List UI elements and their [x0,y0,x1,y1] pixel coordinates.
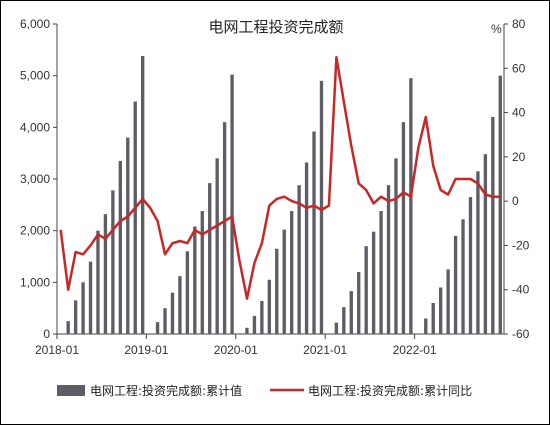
bar [438,287,443,334]
bar [81,282,85,334]
x-tick-label: 2019-01 [124,343,168,357]
bar [461,219,465,334]
bar [103,214,108,334]
bar [260,300,264,334]
bar [282,229,286,334]
bar [133,101,137,334]
bar [357,272,361,334]
bar [483,154,488,334]
bar [111,190,115,334]
bar [155,322,160,334]
y-tick-label-left: 4,000 [20,120,50,134]
y2-unit-label: % [491,22,502,36]
bar [401,122,406,335]
legend-line-label: 电网工程:投资完成额:累计同比 [308,383,472,398]
bar [275,248,279,334]
y-tick-label-right: 0 [512,194,519,208]
y-tick-label-right: 60 [512,61,526,75]
bar [386,185,391,334]
bar [319,80,324,334]
bar [96,230,100,334]
bar [394,158,398,334]
bar [349,291,353,334]
legend-bar-label: 电网工程:投资完成额:累计值 [90,383,242,398]
bar [446,269,450,334]
bar [453,235,458,334]
bar [66,321,70,334]
bar [304,162,309,334]
legend-bar-swatch [57,385,85,396]
bar [140,56,145,335]
bar [170,292,175,334]
bar [371,231,376,334]
bar [312,131,316,334]
y-tick-label-left: 6,000 [20,17,50,31]
y-tick-label-left: 0 [43,327,50,341]
bar [252,315,257,334]
bar [88,261,93,334]
y-tick-label-left: 5,000 [20,69,50,83]
bar [468,197,473,334]
bar [342,307,346,334]
x-tick-label: 2018-01 [35,343,79,357]
plot-area: 0 1,000 2,000 3,000 4,000 5,000 6,000 -60 -40 -20… [20,17,530,357]
bar [215,158,219,334]
y-tick-label-right: 20 [512,150,526,164]
bar [289,211,294,334]
bar [126,137,130,334]
bar [409,78,413,334]
bar [379,211,383,334]
bar [297,185,301,334]
bar [118,160,123,334]
y-tick-label-left: 3,000 [20,172,50,186]
x-tick-label: 2021-01 [303,343,347,357]
bar [431,303,435,334]
y-tick-label-right: 40 [512,106,526,120]
bar [178,276,182,334]
x-tick-label: 2022-01 [393,343,437,357]
y-tick-label-right: -60 [512,327,530,341]
bar [185,251,190,334]
y-tick-label-right: 80 [512,17,526,31]
bar [245,327,249,334]
x-tick-label: 2020-01 [214,343,258,357]
bar [208,183,212,334]
legend: 电网工程:投资完成额:累计值 电网工程:投资完成额:累计同比 [57,383,472,398]
bar [193,226,197,334]
y-tick-label-left: 1,000 [20,275,50,289]
bar [267,279,272,334]
bar [364,246,368,334]
y-tick-label-right: -20 [512,238,530,252]
y-tick-label-left: 2,000 [20,224,50,238]
bar [424,318,428,334]
bar [163,308,167,334]
chart-title: 电网工程投资完成额 [208,18,343,36]
bar [200,211,204,334]
yoy-line [59,55,501,300]
bar [476,171,480,334]
bar [491,117,495,334]
bar [73,300,78,334]
bar [334,322,339,334]
bar [222,122,227,335]
y-tick-label-right: -40 [512,283,530,297]
bar [230,74,234,334]
bar [498,75,502,335]
